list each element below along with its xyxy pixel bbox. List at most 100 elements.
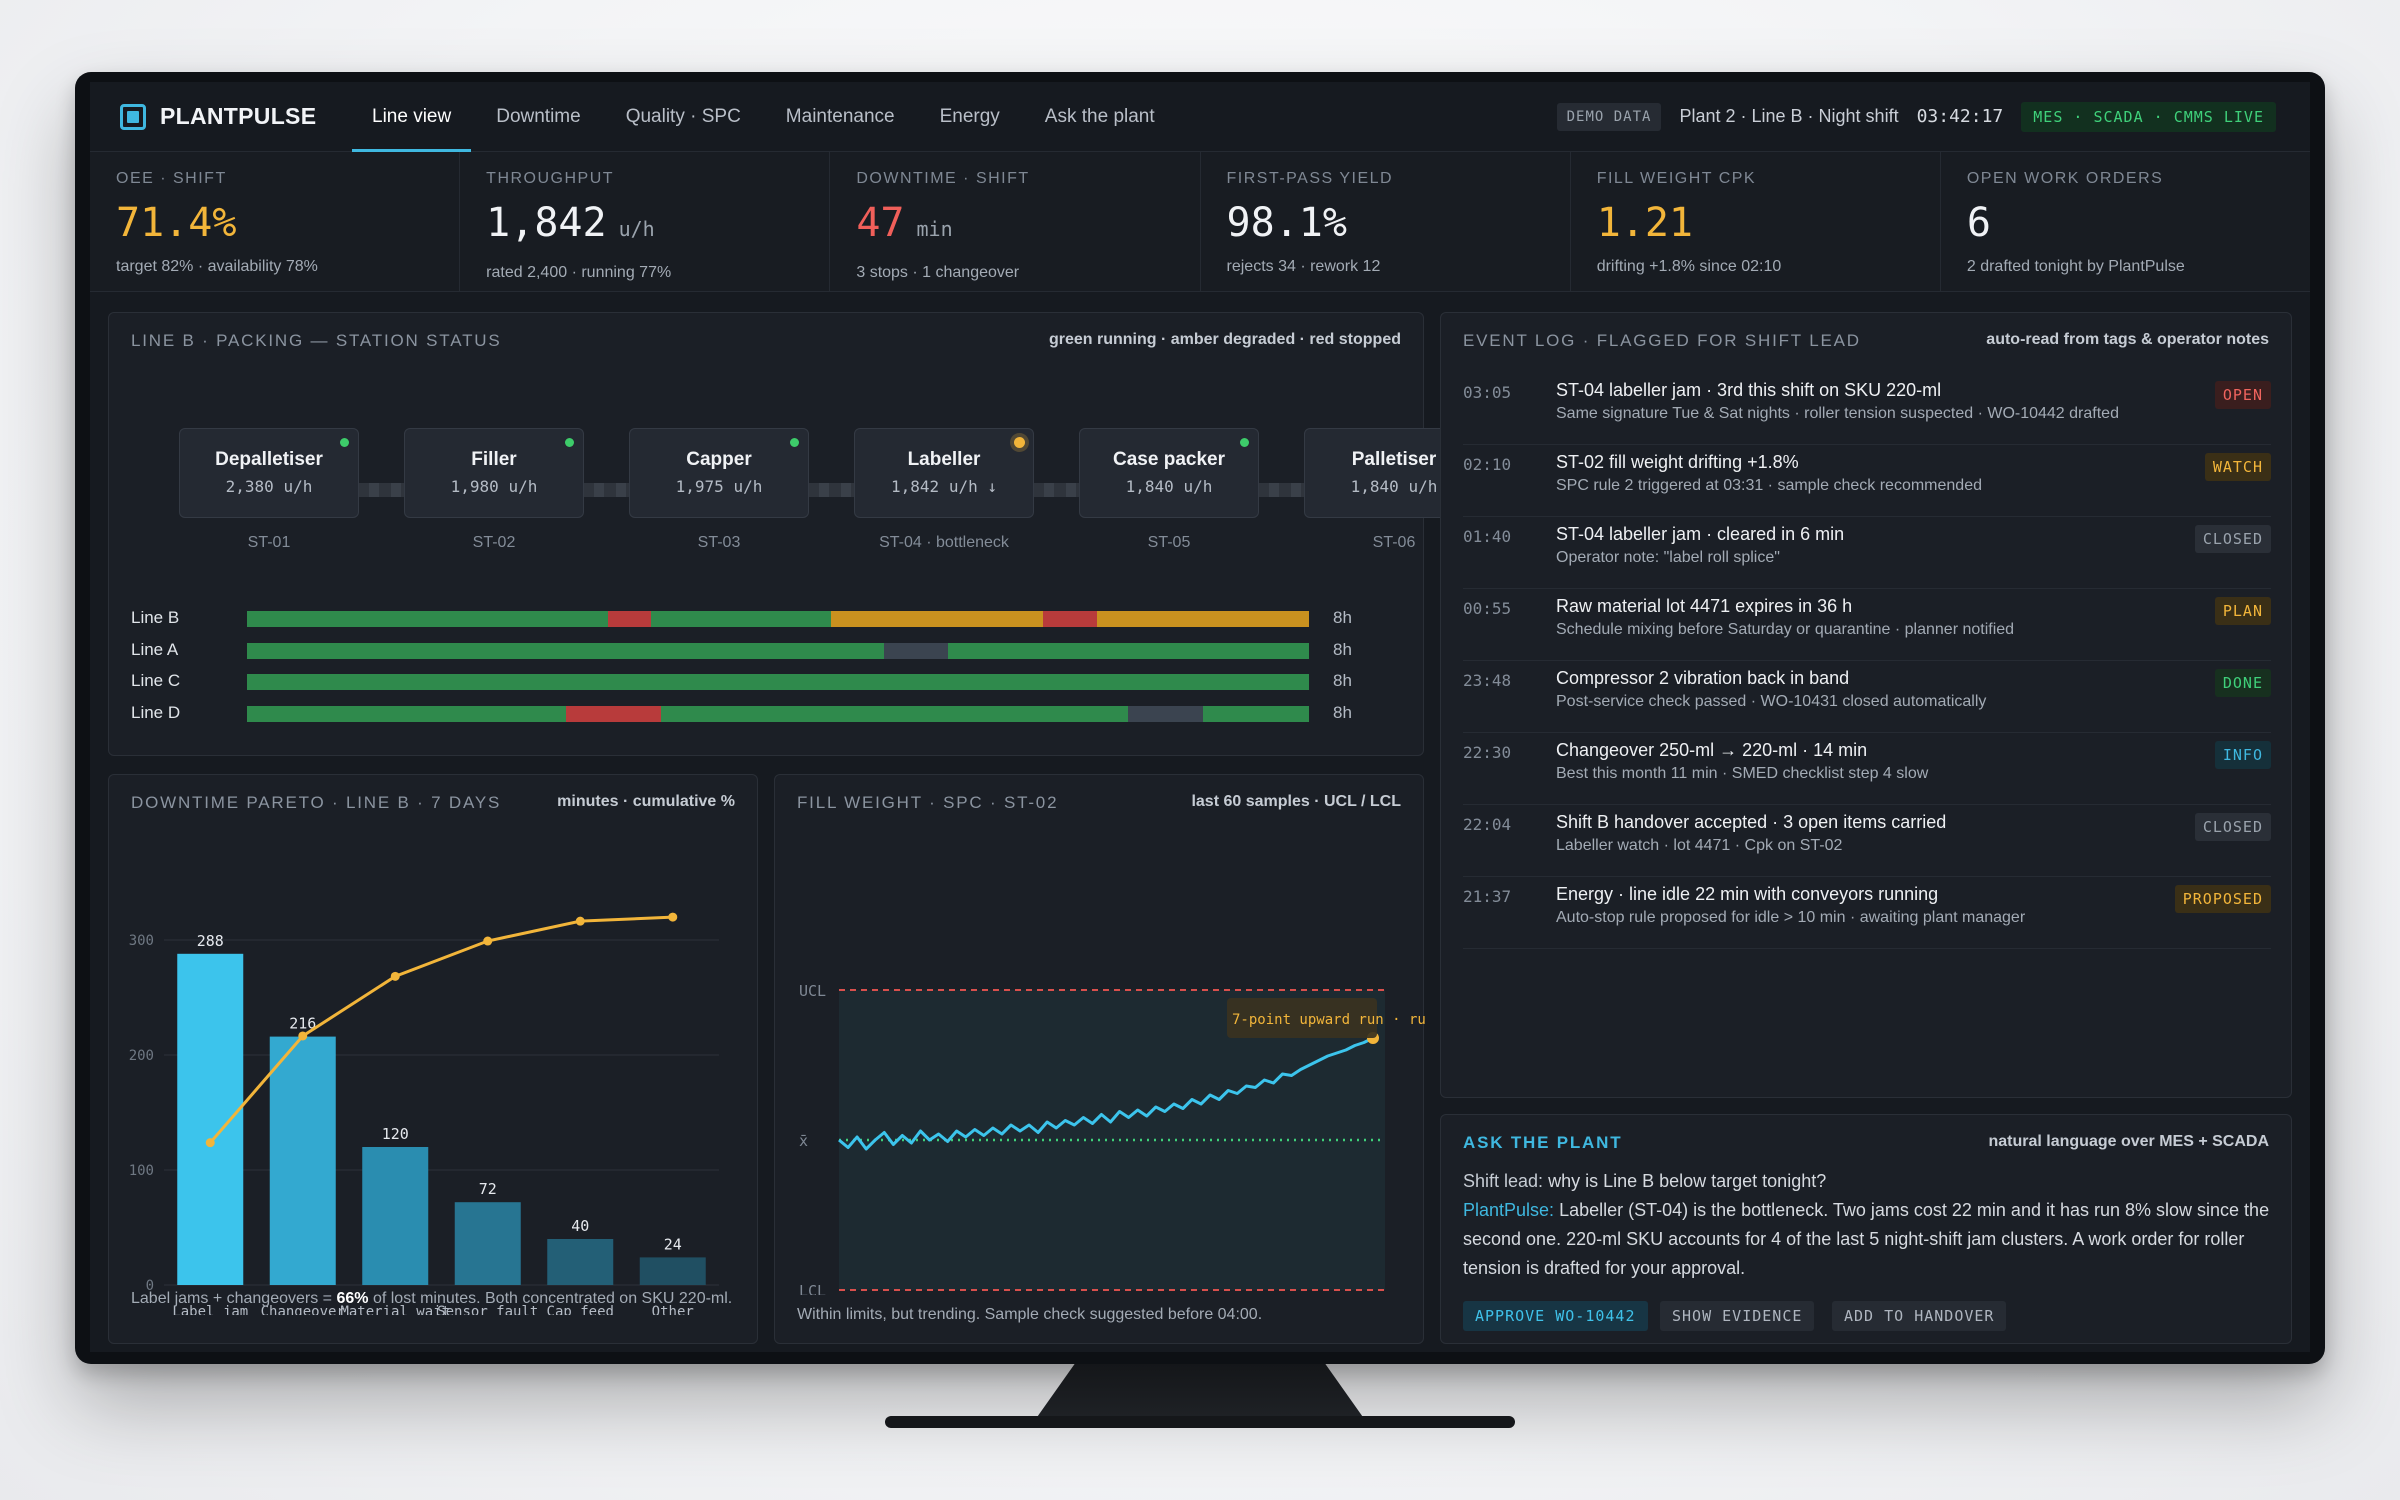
pareto-footnote: Label jams + changeovers = 66% of lost m… — [131, 1290, 733, 1307]
event-row[interactable]: 23:48 Compressor 2 vibration back in band… — [1463, 661, 2271, 733]
kpi-oee[interactable]: OEE · SHIFT 71.4% target 82% · availabil… — [90, 152, 461, 291]
add-to-handover-button[interactable]: ADD TO HANDOVER — [1832, 1301, 2007, 1331]
pareto-bar[interactable] — [269, 1036, 336, 1285]
pareto-bar[interactable] — [177, 953, 244, 1285]
ucl-label: UCL — [799, 982, 826, 1000]
kpi-downtime[interactable]: DOWNTIME · SHIFT 47 min 3 stops · 1 chang… — [830, 152, 1201, 291]
event-time: 23:48 — [1463, 671, 1512, 690]
tab-energy[interactable]: Energy — [939, 105, 1000, 127]
ask-the-plant-panel: ASK THE PLANT natural language over MES … — [1440, 1114, 2292, 1344]
kpi-open-work-orders[interactable]: OPEN WORK ORDERS 6 2 drafted tonight by … — [1941, 152, 2310, 291]
event-time: 22:30 — [1463, 743, 1512, 762]
timeline-segment-running — [661, 705, 1129, 722]
pareto-bar[interactable] — [639, 1257, 706, 1285]
kpi-first-pass-yield[interactable]: FIRST-PASS YIELD 98.1% rejects 34 · rewo… — [1201, 152, 1571, 291]
bar-value-label: 288 — [197, 932, 224, 950]
approve-work-order-button[interactable]: APPROVE WO-10442 — [1463, 1301, 1648, 1331]
plant-context[interactable]: Plant 2 · Line B · Night shift — [1679, 106, 1899, 126]
cumulative-point[interactable] — [298, 1031, 308, 1041]
event-row[interactable]: 21:37 Energy · line idle 22 min with conv… — [1463, 877, 2271, 949]
event-row[interactable]: 22:04 Shift B handover accepted · 3 open … — [1463, 805, 2271, 877]
tab-ask-the-plant[interactable]: Ask the plant — [1044, 105, 1155, 127]
station-card[interactable]: Labeller 1,842 u/h ↓ — [854, 428, 1034, 518]
line-label: Line B — [131, 608, 180, 627]
show-evidence-button[interactable]: SHOW EVIDENCE — [1660, 1301, 1815, 1331]
fill-weight-spc-panel: FILL WEIGHT · SPC · ST-02 last 60 sample… — [774, 774, 1425, 1344]
event-time: 03:05 — [1463, 383, 1512, 402]
cumulative-point[interactable] — [668, 912, 678, 922]
event-row[interactable]: 01:40 ST-04 labeller jam · cleared in 6 m… — [1463, 517, 2271, 589]
cumulative-point[interactable] — [205, 1138, 215, 1148]
y-tick-label: 0 — [146, 1278, 154, 1294]
kpi-fill-weight-cpk[interactable]: FILL WEIGHT CPK 1.21 drifting +1.8% sinc… — [1571, 152, 1941, 291]
event-row[interactable]: 00:55 Raw material lot 4471 expires in 36… — [1463, 589, 2271, 661]
top-status: DEMO DATA Plant 2 · Line B · Night shift… — [1556, 101, 2276, 132]
pareto-bar[interactable] — [547, 1239, 614, 1285]
line-hours: 8h — [1333, 639, 1352, 659]
kpi-unit: min — [916, 217, 953, 241]
cumulative-point[interactable] — [390, 971, 400, 981]
pareto-bar[interactable] — [454, 1202, 521, 1285]
kpi-throughput[interactable]: THROUGHPUT 1,842 u/h rated 2,400 · runnin… — [460, 152, 831, 291]
status-dot-icon — [565, 438, 574, 447]
timeline-segment-running — [247, 642, 885, 659]
panel-title: ASK THE PLANT — [1463, 1133, 1623, 1152]
kpi-sub: rejects 34 · rework 12 — [1226, 258, 1381, 275]
panel-note: auto-read from tags & operator notes — [1986, 331, 2269, 348]
status-badge: WATCH — [2204, 453, 2271, 481]
tab-quality-spc[interactable]: Quality · SPC — [625, 105, 741, 127]
line-timeline-bar[interactable] — [247, 611, 1309, 627]
kpi-unit: u/h — [618, 217, 655, 241]
dashboard-screen: PLANTPULSE Line view Downtime Quality · … — [90, 82, 2310, 1352]
event-detail: Same signature Tue & Sat nights · roller… — [1556, 405, 2119, 422]
bar-value-label: 40 — [571, 1217, 589, 1235]
kpi-value: 98.1% — [1226, 200, 1347, 246]
x-category-label: Other — [652, 1304, 694, 1315]
bar-value-label: 72 — [479, 1180, 497, 1198]
line-hours: 8h — [1333, 671, 1352, 690]
station-card[interactable]: Capper 1,975 u/h — [629, 428, 809, 518]
monitor-base — [885, 1416, 1515, 1428]
tab-maintenance[interactable]: Maintenance — [785, 105, 895, 127]
timeline-segment-stopped — [1043, 611, 1097, 627]
event-row[interactable]: 03:05 ST-04 labeller jam · 3rd this shift… — [1463, 373, 2271, 445]
kpi-label: THROUGHPUT — [486, 170, 615, 187]
station-rate: 1,840 u/h — [1125, 477, 1213, 496]
conveyor-segment — [357, 483, 406, 497]
station-id: ST-01 — [247, 534, 291, 551]
cumulative-point[interactable] — [483, 936, 493, 946]
station-name: Case packer — [1113, 449, 1225, 470]
bar-value-label: 216 — [289, 1015, 316, 1033]
event-row[interactable]: 02:10 ST-02 fill weight drifting +1.8% SPC… — [1463, 445, 2271, 517]
event-title: ST-04 labeller jam · 3rd this shift on S… — [1556, 380, 1942, 400]
station-id: ST-02 — [472, 534, 516, 551]
run-rule-annotation: 7-point upward run · rule — [1232, 1012, 1425, 1028]
pareto-bar[interactable] — [362, 1147, 429, 1285]
nav-tabs: Line view Downtime Quality · SPC Mainten… — [352, 82, 1180, 152]
station-name: Capper — [686, 449, 752, 470]
kpi-value: 6 — [1966, 200, 1991, 246]
line-label: Line A — [131, 639, 179, 659]
line-hours: 8h — [1333, 702, 1352, 722]
top-nav: PLANTPULSE Line view Downtime Quality · … — [90, 82, 2310, 152]
station-card[interactable]: Case packer 1,840 u/h — [1079, 428, 1259, 518]
station-card[interactable]: Depalletiser 2,380 u/h — [179, 428, 359, 518]
event-title: ST-02 fill weight drifting +1.8% — [1556, 452, 1799, 472]
line-timeline-bar[interactable] — [247, 642, 1309, 659]
status-dot-icon — [1240, 438, 1249, 447]
kpi-value: 1,842 u/h — [486, 200, 655, 246]
conveyor-segment — [807, 483, 856, 497]
kpi-value: 1.21 — [1596, 200, 1694, 246]
brand[interactable]: PLANTPULSE — [120, 103, 352, 130]
event-row[interactable]: 22:30 Changeover 250-ml → 220-ml · 14 min… — [1463, 733, 2271, 805]
station-id: ST-04 · bottleneck — [879, 534, 1009, 551]
event-time: 22:04 — [1463, 815, 1512, 834]
event-detail: Post-service check passed · WO-10431 clo… — [1556, 693, 1987, 710]
line-timeline-bar[interactable] — [247, 674, 1309, 690]
cumulative-point[interactable] — [575, 916, 585, 926]
timeline-segment-running — [247, 705, 566, 722]
tab-downtime[interactable]: Downtime — [496, 105, 581, 127]
station-card[interactable]: Filler 1,980 u/h — [404, 428, 584, 518]
line-timeline-bar[interactable] — [247, 705, 1309, 722]
tab-line-view[interactable]: Line view — [352, 82, 472, 152]
